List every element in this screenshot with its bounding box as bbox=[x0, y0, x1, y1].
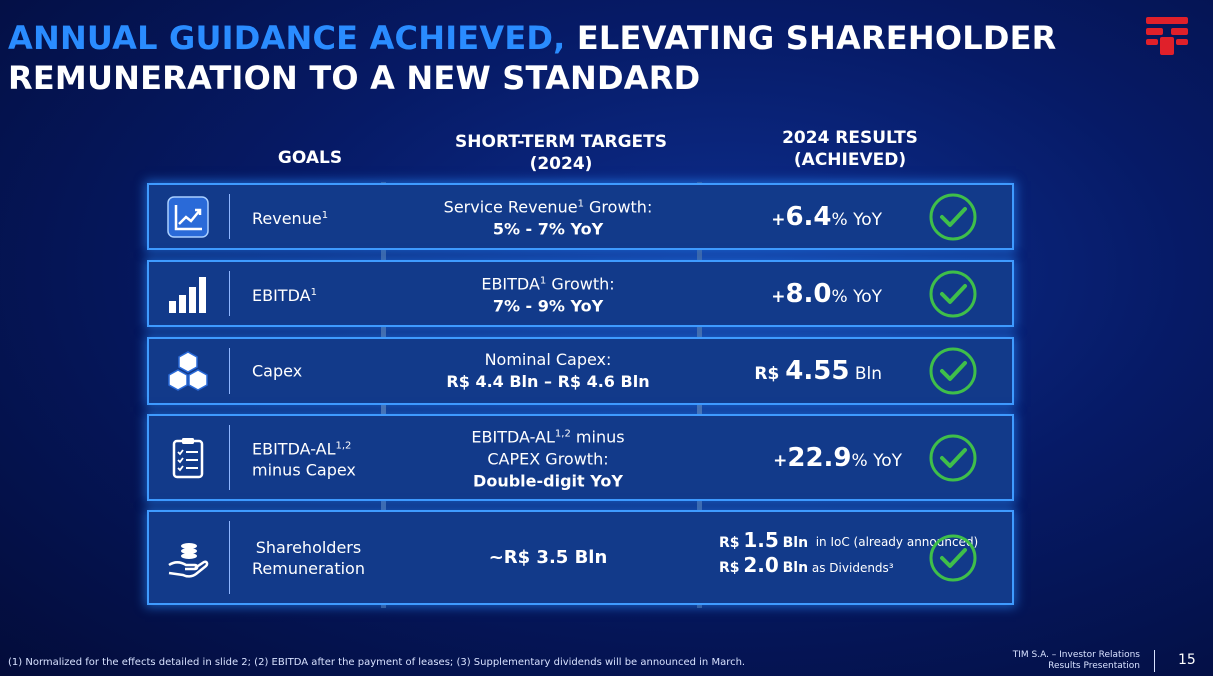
bar-chart-icon bbox=[169, 276, 206, 313]
target-text: EBITDA1 Growth: 7% - 9% YoY bbox=[481, 274, 615, 316]
goal-label: EBITDA-AL1,2 minus Capex bbox=[252, 439, 356, 480]
row-divider bbox=[229, 425, 230, 490]
header-targets: SHORT-TERM TARGETS (2024) bbox=[455, 132, 667, 174]
row-divider bbox=[229, 194, 230, 239]
title-line2: REMUNERATION TO A NEW STANDARD bbox=[8, 59, 701, 97]
result-value: +6.4% YoY bbox=[771, 201, 882, 232]
target-text: Service Revenue1 Growth: 5% - 7% YoY bbox=[443, 197, 653, 239]
title-highlight: ANNUAL GUIDANCE ACHIEVED, bbox=[8, 19, 566, 57]
tim-logo-icon bbox=[1146, 17, 1188, 55]
ioc-result: R$ 1.5 Bln in IoC (already announced) bbox=[719, 528, 979, 552]
page-number: 15 bbox=[1178, 652, 1196, 668]
header-goals: GOALS bbox=[277, 148, 343, 168]
row-divider bbox=[229, 271, 230, 316]
result-value: +8.0% YoY bbox=[771, 278, 882, 309]
check-icon bbox=[929, 193, 977, 240]
hand-coins-icon bbox=[168, 542, 209, 578]
result-value: +22.9% YoY bbox=[773, 442, 902, 473]
goal-label: Capex bbox=[252, 361, 303, 381]
goal-row-ebitda-al: EBITDA-AL1,2 minus Capex EBITDA-AL1,2 min… bbox=[147, 414, 1014, 501]
dividends-result: R$ 2.0 Bln as Dividends³ bbox=[719, 553, 894, 577]
footer-divider bbox=[1154, 650, 1155, 672]
target-text: Nominal Capex: R$ 4.4 Bln – R$ 4.6 Bln bbox=[446, 350, 650, 391]
check-icon bbox=[929, 534, 977, 581]
target-text: ~R$ 3.5 Bln bbox=[488, 546, 608, 568]
target-text: EBITDA-AL1,2 minus CAPEX Growth: Double-di… bbox=[471, 427, 625, 491]
growth-chart-icon bbox=[167, 195, 209, 238]
goal-label: Revenue1 bbox=[252, 208, 329, 228]
goal-row-ebitda: EBITDA1 EBITDA1 Growth: 7% - 9% YoY +8.0%… bbox=[147, 260, 1014, 327]
goal-row-shareholders: Shareholders Remuneration ~R$ 3.5 Bln R$ … bbox=[147, 510, 1014, 605]
row-divider bbox=[229, 348, 230, 394]
check-icon bbox=[929, 434, 977, 481]
goal-row-capex: Capex Nominal Capex: R$ 4.4 Bln – R$ 4.6 … bbox=[147, 337, 1014, 405]
check-icon bbox=[929, 347, 977, 395]
goal-row-revenue: Revenue1 Service Revenue1 Growth: 5% - 7%… bbox=[147, 183, 1014, 250]
goal-label: EBITDA1 bbox=[252, 285, 317, 305]
cubes-icon bbox=[168, 351, 208, 391]
check-icon bbox=[929, 270, 977, 317]
title-rest: ELEVATING SHAREHOLDER bbox=[565, 19, 1057, 57]
result-value: R$ 4.55 Bln bbox=[754, 356, 882, 386]
checklist-icon bbox=[172, 437, 204, 478]
slide-title: ANNUAL GUIDANCE ACHIEVED, ELEVATING SHAR… bbox=[8, 18, 1057, 98]
goal-label: Shareholders Remuneration bbox=[252, 537, 365, 578]
footnote: (1) Normalized for the effects detailed … bbox=[8, 657, 746, 668]
corporate-label: TIM S.A. – Investor Relations Results Pre… bbox=[1012, 650, 1140, 671]
header-results: 2024 RESULTS (ACHIEVED) bbox=[782, 128, 918, 170]
shareholder-results: R$ 1.5 Bln in IoC (already announced) R$… bbox=[719, 530, 991, 578]
row-divider bbox=[229, 521, 230, 594]
